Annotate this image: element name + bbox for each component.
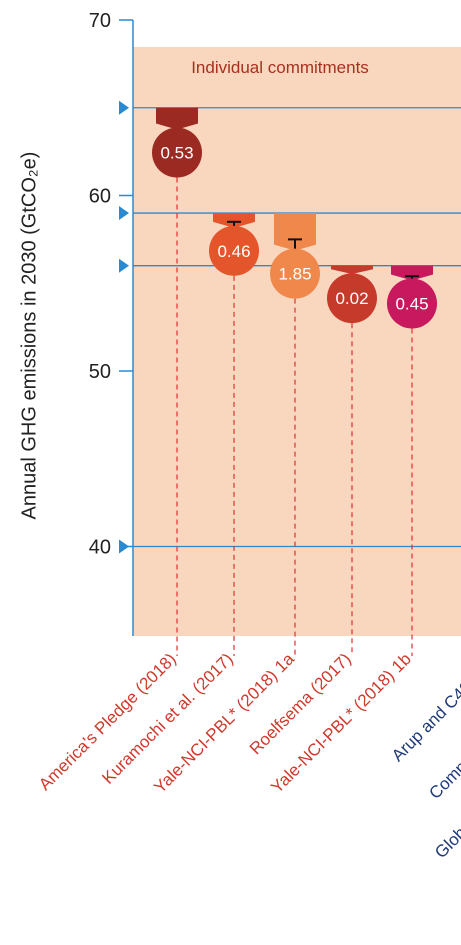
value-bubble-3 bbox=[270, 248, 320, 299]
range-bar-1 bbox=[156, 107, 198, 130]
panel-label: Individual commitments bbox=[191, 58, 369, 77]
value-label-5: 0.45 bbox=[395, 294, 428, 313]
reference-marker-56 bbox=[119, 258, 129, 273]
y-tick-label-50: 50 bbox=[89, 361, 111, 383]
y-tick-label-40: 40 bbox=[89, 537, 111, 559]
cut-label-2: Compac bbox=[425, 744, 461, 803]
category-label-4: Roelfsema (2017) bbox=[246, 649, 355, 758]
value-label-2: 0.46 bbox=[217, 242, 250, 261]
range-bar-4 bbox=[331, 265, 373, 274]
reference-marker-40 bbox=[119, 539, 129, 554]
reference-marker-59 bbox=[119, 206, 129, 221]
value-bubble-5 bbox=[387, 278, 437, 329]
value-label-4: 0.02 bbox=[335, 289, 368, 308]
range-bar-3 bbox=[274, 213, 316, 251]
y-tick-label-60: 60 bbox=[89, 186, 111, 208]
range-bar-5 bbox=[391, 265, 433, 281]
range-bar-2 bbox=[213, 213, 255, 228]
value-label-1: 0.53 bbox=[160, 144, 193, 163]
value-bubble-1 bbox=[152, 127, 202, 178]
value-label-3: 1.85 bbox=[278, 265, 311, 284]
reference-marker-65 bbox=[119, 100, 129, 115]
value-bubble-2 bbox=[209, 225, 259, 276]
cut-label-3: Global bbox=[431, 814, 461, 862]
y-tick-label-70: 70 bbox=[89, 10, 111, 32]
value-bubble-4 bbox=[327, 273, 377, 324]
